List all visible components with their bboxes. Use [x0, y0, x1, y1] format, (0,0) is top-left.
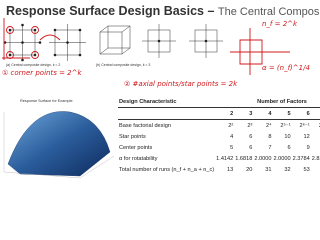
cell: 1.4142 — [216, 155, 234, 162]
caption: (b) Central composite design, k = 3 — [96, 63, 151, 67]
factor: 2 — [215, 107, 235, 120]
factor: 5 — [272, 107, 292, 120]
cell: 2⁶⁻¹ — [299, 122, 310, 129]
title-main: Response Surface Design Basics – — [6, 4, 215, 18]
diagrams — [2, 18, 290, 75]
cell: 2.3784 — [292, 155, 310, 162]
row-label: Total number of runs (n_f + n_a + n_c) — [119, 166, 215, 173]
cell: 4 — [230, 133, 234, 140]
table-row: Center points567691010 — [118, 142, 320, 153]
cell: 92 — [311, 164, 320, 175]
cell: 5 — [230, 144, 234, 151]
cell: 2³ — [247, 122, 253, 129]
cell: 6 — [249, 144, 253, 151]
cell: 9 — [306, 144, 310, 151]
column-header: Number of Factors — [215, 96, 320, 108]
cell: 32 — [284, 166, 291, 173]
factor: 3 — [234, 107, 254, 120]
plot-title: Response Surface for Example — [20, 99, 73, 103]
design-table: Design Characteristic Number of Factors … — [118, 96, 320, 175]
cell: 10 — [284, 133, 291, 140]
cell: 2.0000 — [254, 155, 272, 162]
title-sub: The Central Composite Design — [217, 6, 320, 18]
table-header: Design Characteristic Number of Factors — [118, 96, 320, 108]
column-header: Design Characteristic — [118, 96, 216, 108]
caption: (a) Central composite design, k = 2 — [6, 63, 61, 67]
cell: 2² — [228, 122, 234, 129]
title: Response Surface Design Basics – The Cen… — [6, 4, 320, 18]
cell: 2⁴ — [265, 122, 272, 129]
row-label: α for rotatability — [119, 155, 158, 162]
cell: 12 — [303, 133, 310, 140]
row-label: Star points — [119, 133, 146, 140]
cell: 20 — [246, 166, 253, 173]
cell: 6 — [249, 133, 253, 140]
spacer — [118, 107, 216, 120]
cell: 13 — [227, 166, 234, 173]
cell: 10 — [311, 142, 320, 153]
annotation: n_f = 2^k — [262, 20, 298, 28]
cell: 7 — [268, 144, 272, 151]
annotation: ② #axial points/star points = 2k — [124, 80, 238, 88]
cell: 2⁵⁻¹ — [280, 122, 291, 129]
cell: 2.0000 — [273, 155, 291, 162]
cell: 2⁷⁻¹ — [311, 120, 320, 132]
cell: 53 — [303, 166, 310, 173]
factor: 7 — [310, 107, 320, 120]
row-label: Center points — [119, 144, 153, 151]
annotation: α = (n_f)^1/4 — [262, 64, 310, 72]
annotation: ① corner points = 2^k — [2, 69, 82, 77]
table-row: α for rotatability 1.4142 1.6818 2.0000 2.00… — [118, 153, 320, 164]
cell: 31 — [265, 166, 272, 173]
factor: 6 — [291, 107, 311, 120]
table-row: Total number of runs (n_f + n_a + n_c) 13… — [118, 164, 320, 175]
cell: 14 — [311, 131, 320, 142]
factor: 4 — [253, 107, 273, 120]
row-label: Base factorial design — [119, 122, 171, 129]
cell: 2.8284 — [311, 155, 320, 162]
table-row: Base factorial design2²2³2⁴2⁵⁻¹2⁶⁻¹2⁷⁻¹2… — [118, 120, 320, 132]
table-body: Base factorial design 2² 2³ 2⁴ 2⁵⁻¹ 2⁶⁻¹2⁷⁻¹ 2… — [118, 120, 320, 176]
surface-plot — [3, 111, 115, 179]
cell: 1.6818 — [235, 155, 253, 162]
cell: 6 — [287, 144, 291, 151]
cell: 8 — [268, 133, 272, 140]
factor-row: 2345678 — [118, 107, 320, 120]
slide: Response Surface Design Basics – The Cen… — [2, 4, 320, 179]
table-row: Star points46810121416 — [118, 131, 320, 142]
